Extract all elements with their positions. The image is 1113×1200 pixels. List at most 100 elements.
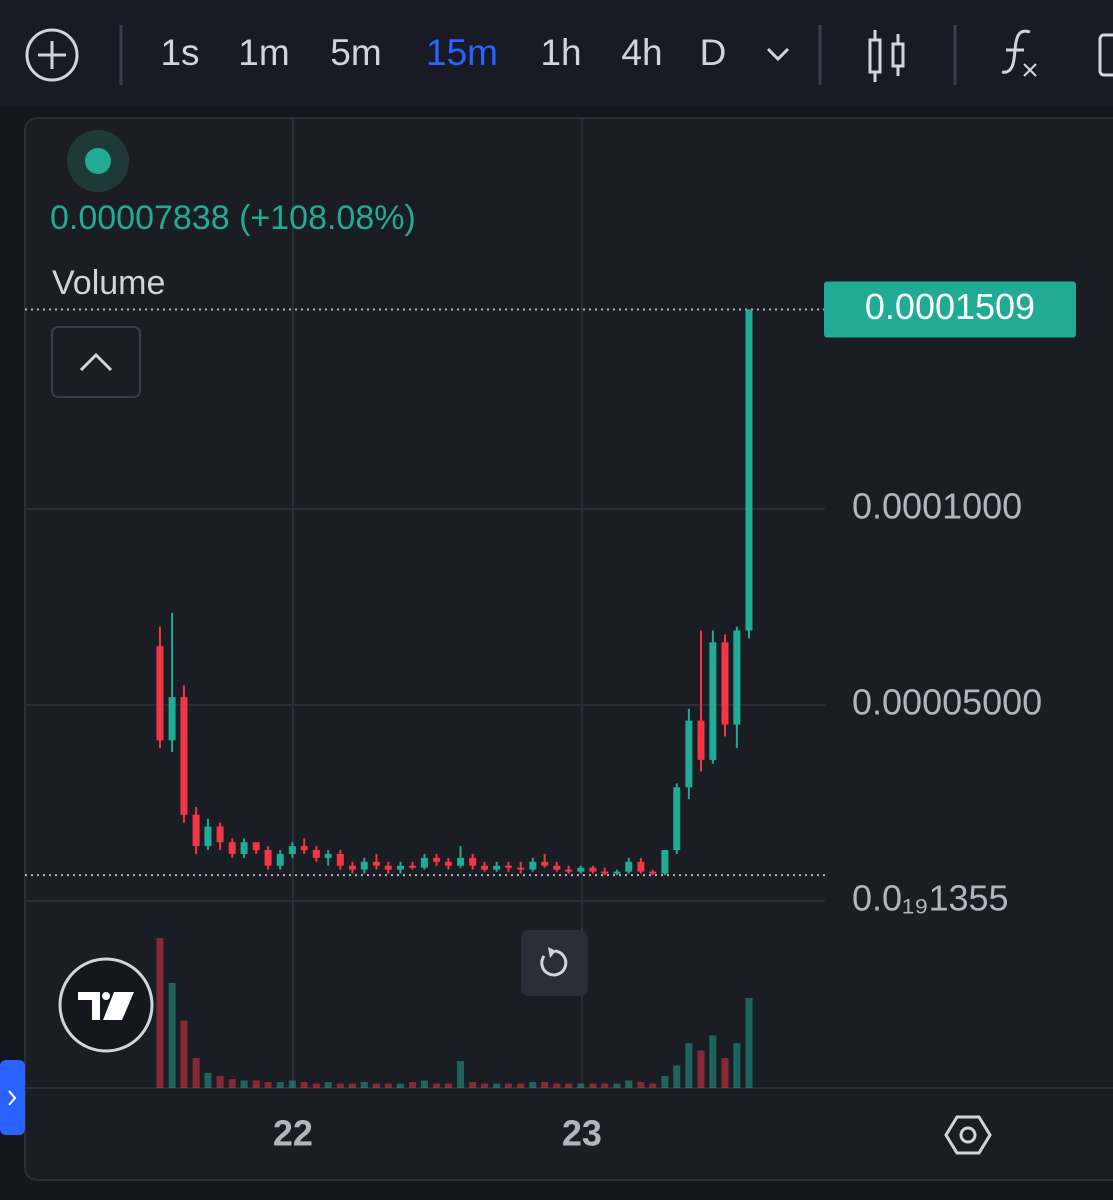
candle-body (444, 861, 452, 866)
volume-bar (324, 1082, 332, 1088)
candle-body (553, 865, 561, 870)
candle-body (577, 867, 585, 872)
candle-body (396, 865, 404, 870)
interval-button[interactable]: 1m (238, 32, 289, 73)
candles (156, 309, 753, 876)
candle-body (529, 861, 537, 870)
interval-button[interactable]: 1s (160, 32, 199, 73)
candle-body (276, 853, 284, 866)
volume-bar (409, 1082, 417, 1088)
volume-bar (721, 1058, 729, 1088)
chart-type-button[interactable] (868, 30, 905, 82)
volume-bar (180, 1020, 188, 1088)
volume-bar (529, 1082, 537, 1088)
candle-body (180, 697, 188, 815)
volume-bar (505, 1083, 513, 1088)
volume-bar (348, 1083, 356, 1088)
settings-button[interactable] (944, 1115, 992, 1155)
indicators-button[interactable] (1001, 29, 1037, 77)
volume-bar (577, 1083, 585, 1088)
candle-body (589, 867, 597, 872)
interval-button[interactable]: 1h (540, 32, 581, 73)
candle-body (505, 865, 513, 868)
candle-body (348, 865, 356, 870)
interval-button[interactable]: 4h (621, 32, 662, 73)
y-tick-label: 0.0₁₉1355 (852, 878, 1009, 919)
candle-body (324, 853, 332, 858)
volume-bar (372, 1083, 380, 1088)
volume-bar (396, 1083, 404, 1088)
volume-bar (252, 1080, 260, 1088)
volume-bar (481, 1083, 489, 1088)
tradingview-logo (58, 957, 154, 1053)
add-button[interactable] (25, 28, 79, 82)
candle-body (649, 871, 657, 874)
volume-bar (156, 938, 164, 1088)
volume-bar (517, 1083, 525, 1088)
volume-bar (553, 1083, 561, 1088)
candle-body (372, 861, 380, 866)
candle-body (168, 697, 176, 741)
interval-button[interactable]: 15m (426, 32, 498, 73)
candle-body (384, 865, 392, 870)
candle-body (409, 865, 417, 868)
volume-bar (240, 1080, 248, 1088)
volume-bar (709, 1035, 717, 1088)
candle-body (228, 842, 236, 854)
candle-body (565, 869, 573, 872)
candle-body (709, 642, 717, 760)
toolbar (0, 0, 1113, 106)
candle-body (625, 861, 633, 872)
candle-body (673, 787, 681, 851)
volume-bar (625, 1080, 633, 1088)
volume-bar (444, 1083, 452, 1088)
more-button[interactable] (1098, 33, 1113, 77)
x-tick-label: 22 (273, 1113, 313, 1154)
candle-body (288, 846, 296, 854)
interval-button[interactable]: 5m (330, 32, 381, 73)
candle-body (192, 814, 200, 847)
candle-body (493, 865, 501, 870)
volume-bar (565, 1083, 573, 1088)
side-tab[interactable] (0, 1060, 25, 1135)
volume-bar (661, 1076, 669, 1088)
candle-body (745, 309, 753, 631)
volume-bar (457, 1061, 465, 1088)
volume-bar (384, 1083, 392, 1088)
volume-bar (192, 1058, 200, 1088)
candle-body (300, 846, 308, 851)
candle-body (457, 857, 465, 866)
volume-bar (204, 1073, 212, 1088)
candle-body (637, 861, 645, 872)
candle-body (312, 850, 320, 858)
volume-bar (420, 1080, 428, 1088)
collapse-button[interactable] (51, 326, 141, 398)
interval-dropdown[interactable] (766, 47, 790, 62)
volume-bar (336, 1083, 344, 1088)
volume-bar (601, 1083, 609, 1088)
interval-button[interactable]: D (700, 32, 727, 73)
volume-bar (360, 1082, 368, 1088)
candle-body (240, 842, 248, 854)
candle-body (336, 853, 344, 866)
candle-body (661, 850, 669, 874)
status-dot (85, 148, 111, 174)
volume-bar (613, 1083, 621, 1088)
y-tick-label: 0.00005000 (852, 682, 1042, 723)
candle-body (216, 826, 224, 843)
volume-label: Volume (52, 264, 165, 302)
volume-bar (589, 1083, 597, 1088)
candle-body (204, 826, 212, 847)
volume-bar (312, 1083, 320, 1088)
candle-body (252, 842, 260, 851)
volume-bar (276, 1082, 284, 1088)
last-price-label: 0.0001509 (865, 286, 1035, 327)
volume-bar (433, 1083, 441, 1088)
volume-bar (288, 1080, 296, 1088)
volume-bar (541, 1082, 549, 1088)
legend-price: 0.00007838 (+108.08%) (50, 199, 416, 237)
y-tick-label: 0.0001000 (852, 486, 1022, 527)
reset-button[interactable] (521, 930, 588, 996)
candle-body (360, 861, 368, 870)
